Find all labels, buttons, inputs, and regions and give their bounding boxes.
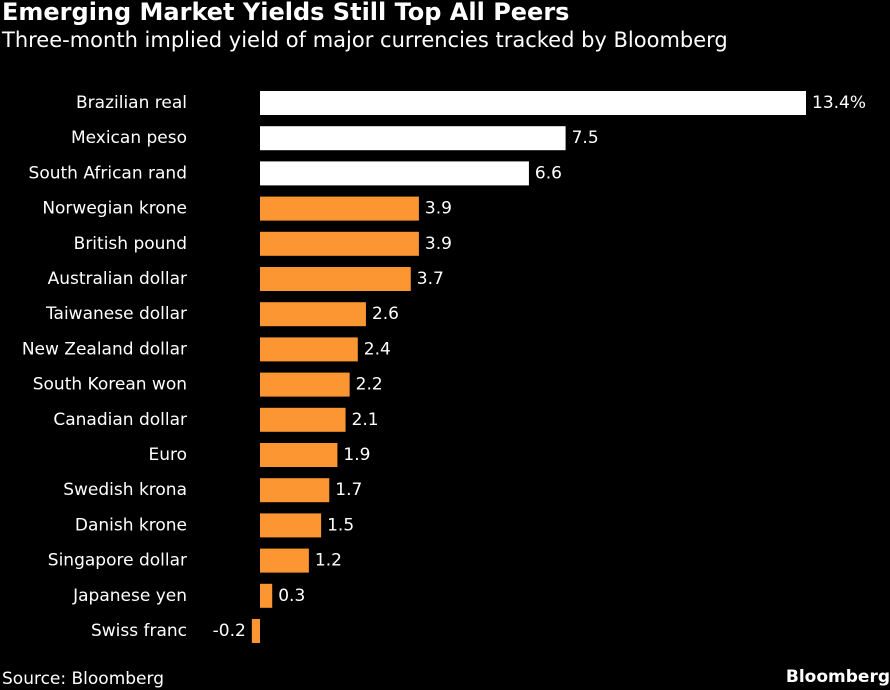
data-label: 1.7: [335, 480, 362, 500]
category-label: Swiss franc: [91, 621, 187, 641]
bar: [260, 513, 322, 538]
category-label: Singapore dollar: [48, 551, 187, 571]
category-label: Norwegian krone: [42, 199, 187, 219]
bar: [260, 161, 529, 186]
data-label: 2.6: [372, 304, 399, 324]
bar: [260, 196, 419, 221]
category-label: South Korean won: [33, 375, 187, 395]
category-label: British pound: [74, 234, 187, 254]
bar: [260, 231, 419, 256]
data-label: 13.4%: [812, 93, 866, 113]
data-label: 1.5: [327, 515, 354, 535]
data-label: 3.9: [425, 234, 452, 254]
bar: [260, 372, 350, 397]
source-note: Source: Bloomberg: [2, 669, 164, 689]
data-label: 1.9: [343, 445, 370, 465]
category-label: Euro: [148, 445, 187, 465]
bar: [260, 478, 330, 503]
bar: [260, 443, 338, 467]
category-label: New Zealand dollar: [22, 339, 187, 359]
category-label: Mexican peso: [71, 128, 187, 148]
bar: [260, 407, 346, 432]
category-label: Canadian dollar: [53, 410, 187, 430]
data-label: 7.5: [572, 128, 599, 148]
bar: [260, 126, 566, 151]
data-label: 2.4: [364, 339, 391, 359]
category-label: Japanese yen: [72, 586, 187, 606]
data-label: 1.2: [315, 551, 342, 571]
data-label: 3.9: [425, 199, 452, 219]
bar: [251, 619, 260, 643]
category-label: Danish krone: [75, 515, 187, 535]
category-label: South African rand: [29, 163, 187, 183]
data-label: 0.3: [278, 586, 305, 606]
bar: [260, 302, 366, 327]
chart-title: Emerging Market Yields Still Top All Pee…: [2, 0, 570, 26]
bar: [260, 91, 806, 115]
bar: [260, 267, 411, 291]
data-label: 3.7: [417, 269, 444, 289]
category-label: Brazilian real: [76, 93, 187, 113]
bar: [260, 337, 358, 362]
category-label: Taiwanese dollar: [45, 304, 187, 324]
category-label: Swedish krona: [63, 480, 187, 500]
data-label: 2.1: [352, 410, 379, 430]
bar: [260, 583, 273, 608]
category-label: Australian dollar: [48, 269, 187, 289]
bloomberg-logo: Bloomberg: [785, 667, 890, 687]
chart-subtitle: Three-month implied yield of major curre…: [2, 28, 728, 52]
data-label: -0.2: [213, 621, 246, 641]
data-label: 2.2: [356, 375, 383, 395]
data-label: 6.6: [535, 163, 562, 183]
bar: [260, 548, 309, 573]
